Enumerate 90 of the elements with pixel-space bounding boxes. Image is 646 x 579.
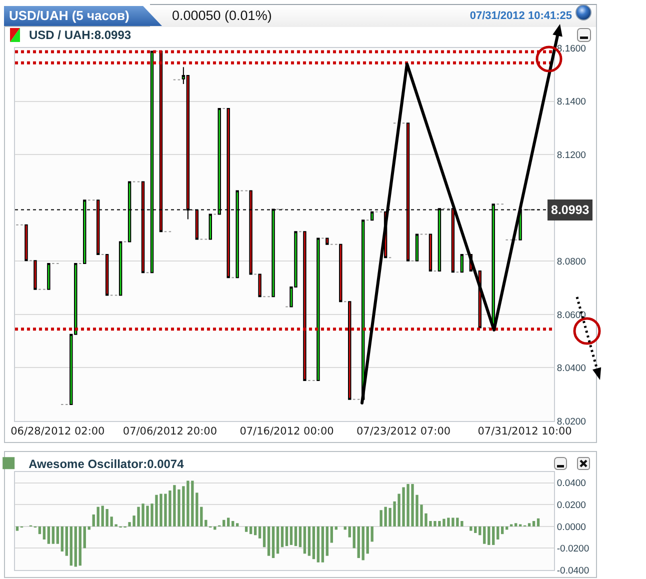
candlestick: [316, 238, 320, 381]
bar: [232, 521, 234, 526]
y-tick-label: 0.0000: [556, 522, 586, 533]
bar: [262, 526, 266, 548]
candlestick: [348, 301, 352, 400]
bar: [330, 526, 334, 543]
bar: [267, 526, 270, 556]
bar: [236, 523, 239, 526]
bar: [42, 526, 46, 540]
y-tick-label: 8.1600: [556, 43, 586, 54]
candlestick: [118, 241, 122, 296]
candlestick: [460, 254, 464, 273]
legend-label: Awesome Oscillator:0.0074: [28, 456, 184, 471]
bar: [70, 526, 72, 566]
candlestick: [428, 234, 432, 272]
text: 0.00050 (0.01%): [172, 8, 272, 24]
text: 07/31/2012 10:41:25: [470, 9, 572, 23]
bar: [501, 526, 504, 534]
bar: [326, 526, 329, 556]
x-tick-label: 06/28/2012 02:00: [10, 426, 105, 438]
bar: [78, 526, 82, 566]
bar: [272, 526, 275, 558]
ref-line-label: 8.0993: [551, 203, 590, 217]
candlestick: [208, 214, 212, 240]
bar: [47, 526, 50, 544]
bar: [321, 526, 324, 562]
bar: [92, 514, 95, 526]
y-tick-label: 8.0800: [556, 256, 586, 268]
bar: [83, 526, 86, 548]
bar: [52, 526, 55, 544]
bar: [316, 526, 320, 562]
candlestick: [303, 231, 306, 381]
y-tick-label: -0.0400: [556, 565, 590, 576]
bar: [38, 526, 42, 534]
bar: [280, 526, 284, 548]
bar: [56, 526, 60, 544]
bar: [227, 518, 230, 526]
bar: [357, 526, 360, 558]
bar: [312, 526, 316, 560]
bar: [308, 526, 311, 556]
bar: [514, 523, 518, 526]
chart-title: USD/UAH (5 часов): [9, 8, 130, 24]
bar: [483, 526, 486, 544]
bar: [362, 526, 364, 560]
bar: [65, 526, 68, 556]
x-tick-label: 07/23/2012 07:00: [356, 426, 451, 438]
bar: [74, 526, 77, 567]
bar: [492, 526, 495, 545]
y-tick-label: 8.0400: [556, 363, 586, 374]
y-tick-label: -0.0200: [556, 544, 590, 555]
candlestick: [339, 244, 342, 302]
candlestick: [47, 263, 50, 290]
candlestick: [326, 238, 329, 245]
bar: [60, 526, 64, 552]
x-tick-label: 07/16/2012 00:00: [240, 426, 334, 438]
y-tick-label: 8.1400: [556, 96, 586, 108]
x-tick-label: 07/06/2012 20:00: [122, 426, 218, 438]
bar: [244, 526, 248, 532]
bar: [16, 526, 19, 531]
bar: [294, 526, 298, 546]
bar: [348, 526, 351, 538]
candlestick: [34, 260, 37, 290]
candlestick: [105, 254, 109, 296]
y-tick-label: 8.1200: [556, 150, 586, 161]
candlestick: [24, 224, 28, 262]
bar: [470, 526, 472, 531]
bar: [303, 526, 306, 554]
bar: [532, 521, 536, 526]
bar: [258, 526, 262, 538]
bar: [298, 526, 302, 548]
bar: [488, 526, 490, 545]
candlestick: [415, 234, 419, 262]
bar: [249, 526, 252, 534]
y-tick-label: 0.0400: [556, 478, 586, 490]
bar: [528, 523, 531, 526]
bar: [254, 526, 257, 536]
bar: [285, 526, 288, 546]
bar: [478, 526, 482, 536]
bar: [536, 518, 540, 526]
candlestick: [258, 274, 262, 298]
bar: [222, 520, 226, 526]
bar: [290, 526, 293, 545]
x-tick-label: 07/31/2012 10:00: [478, 426, 572, 438]
y-tick-label: 8.0600: [556, 310, 586, 321]
bar: [276, 526, 280, 554]
y-tick-label: 8.0200: [556, 416, 586, 428]
bar: [496, 526, 500, 540]
bar: [352, 526, 356, 548]
chart-subtitle: USD / UAH:8.0993: [29, 28, 132, 42]
y-tick-label: 0.0200: [556, 500, 586, 511]
